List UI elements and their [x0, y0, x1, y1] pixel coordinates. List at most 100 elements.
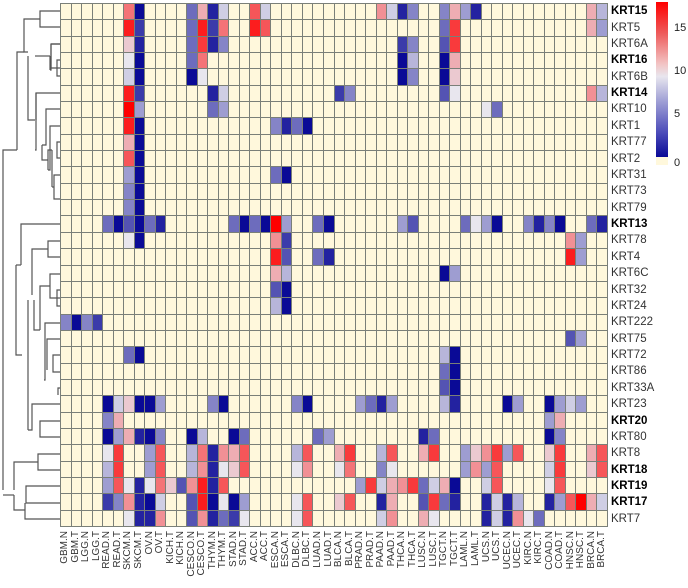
heatmap-cell [103, 20, 113, 36]
heatmap-cell [345, 445, 355, 461]
heatmap-cell [439, 347, 450, 363]
heatmap-cell [250, 347, 260, 363]
heatmap-cell [408, 363, 418, 379]
row-label: KRT222 [611, 316, 653, 329]
heatmap-cell [323, 249, 334, 265]
heatmap-cell [113, 216, 124, 232]
heatmap-cell [439, 330, 450, 347]
heatmap-cell [555, 20, 565, 36]
heatmap-cell [124, 298, 134, 314]
heatmap-cell [82, 118, 92, 134]
heatmap-cell [71, 4, 82, 20]
heatmap-cell [366, 428, 376, 445]
heatmap-cell [103, 330, 113, 347]
heatmap-cell [565, 102, 576, 118]
row-label: KRT19 [611, 480, 648, 493]
heatmap-cell [460, 445, 471, 461]
heatmap-cell [376, 249, 387, 265]
heatmap-cell [239, 200, 250, 216]
heatmap-cell [71, 232, 82, 249]
column-label-text: THYM.T [217, 531, 229, 569]
heatmap-cell [61, 347, 71, 363]
heatmap-cell [429, 53, 439, 69]
heatmap-cell [471, 102, 481, 118]
heatmap-cell [397, 412, 408, 428]
heatmap-cell [429, 232, 439, 249]
heatmap-cell [345, 249, 355, 265]
heatmap-cell [124, 428, 134, 445]
heatmap-cell [281, 53, 292, 69]
heatmap-cell [387, 363, 397, 379]
heatmap-cell [218, 118, 229, 134]
heatmap-cell [82, 53, 92, 69]
heatmap-cell [124, 232, 134, 249]
heatmap-cell [366, 85, 376, 102]
heatmap-cell [565, 4, 576, 20]
heatmap-cell [418, 151, 429, 167]
heatmap-cell [586, 363, 597, 379]
heatmap-cell [145, 102, 155, 118]
heatmap-cell [387, 428, 397, 445]
heatmap-cell [197, 232, 208, 249]
heatmap-cell [166, 118, 176, 134]
heatmap-cell [250, 281, 260, 298]
heatmap-cell [92, 265, 103, 281]
heatmap-cell [260, 118, 271, 134]
heatmap-cell [439, 20, 450, 36]
heatmap-cell [429, 510, 439, 526]
column-label-text: UCS.T [491, 531, 503, 561]
heatmap-cell [313, 461, 323, 477]
heatmap-cell [134, 314, 145, 330]
heatmap-cell [239, 298, 250, 314]
heatmap-cell [355, 314, 366, 330]
heatmap-cell [345, 216, 355, 232]
heatmap-cell [92, 216, 103, 232]
heatmap-cell [176, 363, 187, 379]
heatmap-cell [271, 151, 281, 167]
heatmap-cell [460, 347, 471, 363]
heatmap-cell [387, 510, 397, 526]
heatmap-cell [145, 232, 155, 249]
heatmap-cell [176, 167, 187, 183]
heatmap-cell [502, 249, 513, 265]
heatmap-cell [155, 167, 166, 183]
heatmap-cell [134, 281, 145, 298]
heatmap-cell [166, 53, 176, 69]
heatmap-cell [208, 4, 218, 20]
heatmap-cell [513, 314, 523, 330]
heatmap-cell [239, 4, 250, 20]
heatmap-cell [408, 396, 418, 412]
heatmap-cell [281, 330, 292, 347]
heatmap-cell [92, 510, 103, 526]
heatmap-cell [439, 200, 450, 216]
heatmap-cell [155, 347, 166, 363]
heatmap-cell [313, 232, 323, 249]
heatmap-cell [555, 167, 565, 183]
heatmap-cell [313, 167, 323, 183]
row-label: KRT17 [611, 496, 648, 509]
heatmap-cell [176, 510, 187, 526]
heatmap-cell [145, 477, 155, 494]
column-label-text: STAD.T [238, 531, 250, 566]
heatmap-cell [460, 183, 471, 200]
heatmap-cell [260, 412, 271, 428]
heatmap-cell [492, 298, 502, 314]
heatmap-cell [345, 53, 355, 69]
heatmap-cell [61, 477, 71, 494]
heatmap-cell [250, 298, 260, 314]
heatmap-cell [323, 36, 334, 53]
heatmap-cell [576, 53, 586, 69]
heatmap-cell [397, 167, 408, 183]
heatmap-cell [345, 200, 355, 216]
heatmap-cell [576, 69, 586, 85]
heatmap-cell [481, 118, 492, 134]
heatmap-cell [597, 396, 607, 412]
heatmap-cell [218, 36, 229, 53]
heatmap-cell [292, 200, 302, 216]
heatmap-cell [439, 379, 450, 396]
heatmap-cell [302, 477, 313, 494]
heatmap-cell [418, 4, 429, 20]
heatmap-cell [281, 183, 292, 200]
heatmap-cell [229, 363, 239, 379]
heatmap-cell [260, 53, 271, 69]
